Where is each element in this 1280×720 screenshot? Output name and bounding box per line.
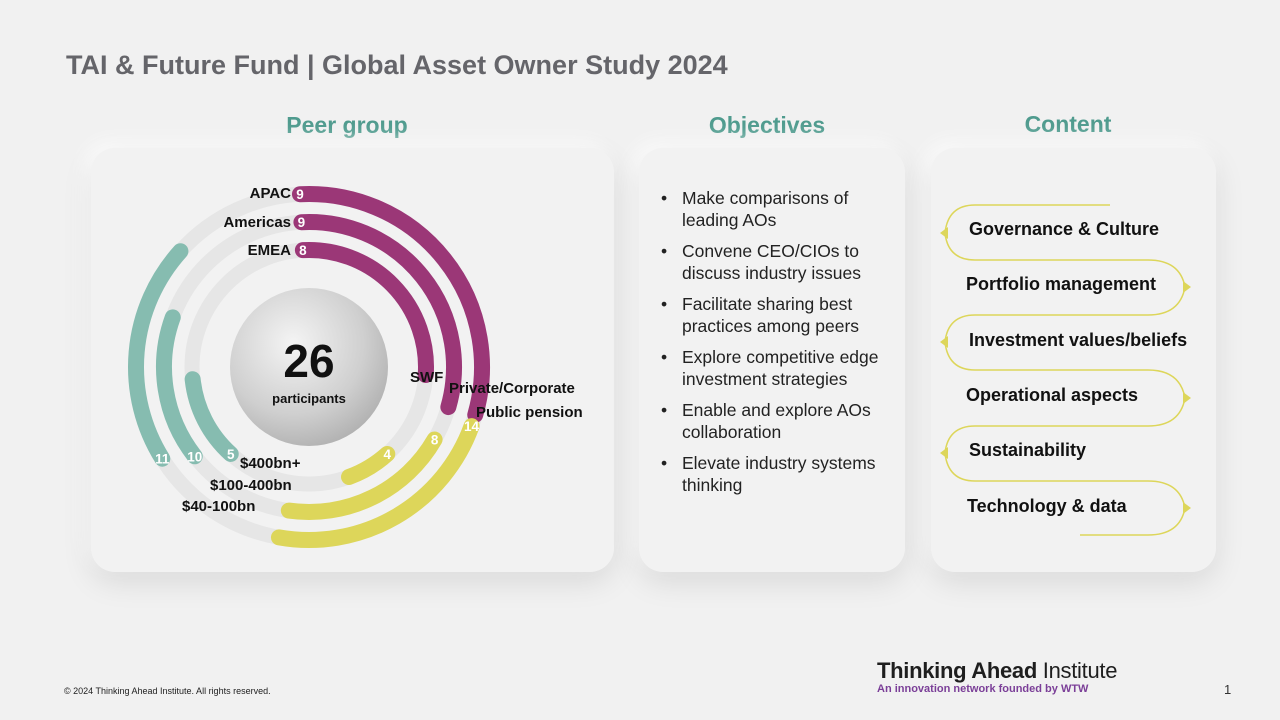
objective-item: Elevate industry systems thinking (661, 452, 896, 496)
content-item-governance: Governance & Culture (969, 219, 1160, 239)
content-item-portfolio: Portfolio management (966, 274, 1157, 294)
objectives-list: Make comparisons of leading AOs Convene … (661, 187, 896, 505)
logo-bold-text: Thinking Ahead (877, 658, 1037, 683)
tai-logo: Thinking Ahead Institute (877, 658, 1117, 684)
content-item-sustainability: Sustainability (969, 440, 1087, 460)
objective-item: Enable and explore AOs collaboration (661, 399, 896, 443)
objective-item: Convene CEO/CIOs to discuss industry iss… (661, 240, 896, 284)
logo-tagline: An innovation network founded by WTW (877, 683, 1089, 695)
content-item-investment-values: Investment values/beliefs (969, 330, 1188, 350)
logo-light-text: Institute (1036, 658, 1118, 683)
page-number: 1 (1224, 682, 1232, 697)
objectives-heading: Objectives (708, 112, 826, 138)
content-item-technology: Technology & data (967, 496, 1127, 516)
peer-group-panel (91, 148, 614, 572)
objective-item: Facilitate sharing best practices among … (661, 293, 896, 337)
content-item-operational: Operational aspects (966, 385, 1139, 405)
copyright-notice: © 2024 Thinking Ahead Institute. All rig… (64, 686, 271, 696)
page-title: TAI & Future Fund | Global Asset Owner S… (66, 50, 728, 80)
peer-group-heading: Peer group (286, 112, 408, 138)
content-heading: Content (1024, 111, 1112, 137)
objective-item: Make comparisons of leading AOs (661, 187, 896, 231)
objective-item: Explore competitive edge investment stra… (661, 346, 896, 390)
